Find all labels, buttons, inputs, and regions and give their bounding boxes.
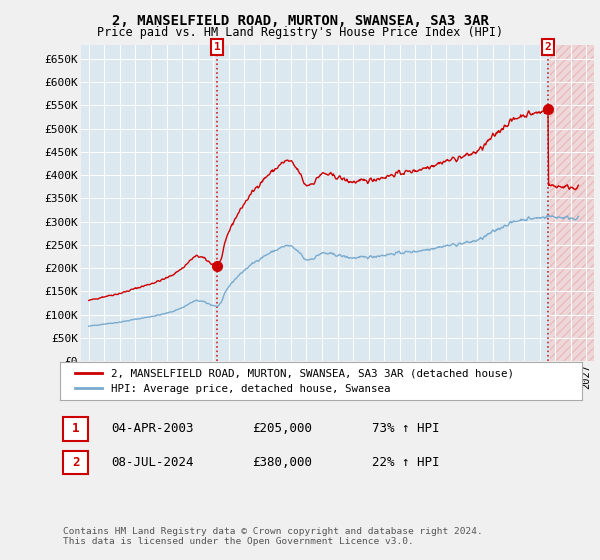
Bar [550,45,594,361]
Text: Price paid vs. HM Land Registry's House Price Index (HPI): Price paid vs. HM Land Registry's House … [97,26,503,39]
Text: 1: 1 [72,422,79,436]
Text: £205,000: £205,000 [252,422,312,436]
Text: Contains HM Land Registry data © Crown copyright and database right 2024.
This d: Contains HM Land Registry data © Crown c… [63,526,483,546]
Legend: 2, MANSELFIELD ROAD, MURTON, SWANSEA, SA3 3AR (detached house), HPI: Average pri: 2, MANSELFIELD ROAD, MURTON, SWANSEA, SA… [71,365,518,398]
Text: 08-JUL-2024: 08-JUL-2024 [111,456,193,469]
Text: 2: 2 [72,456,79,469]
Bar [550,45,594,361]
Text: 2: 2 [544,42,551,52]
Text: £380,000: £380,000 [252,456,312,469]
Text: 2, MANSELFIELD ROAD, MURTON, SWANSEA, SA3 3AR: 2, MANSELFIELD ROAD, MURTON, SWANSEA, SA… [112,14,488,28]
Text: 04-APR-2003: 04-APR-2003 [111,422,193,436]
Text: 1: 1 [214,42,221,52]
Text: 73% ↑ HPI: 73% ↑ HPI [372,422,439,436]
Text: 22% ↑ HPI: 22% ↑ HPI [372,456,439,469]
